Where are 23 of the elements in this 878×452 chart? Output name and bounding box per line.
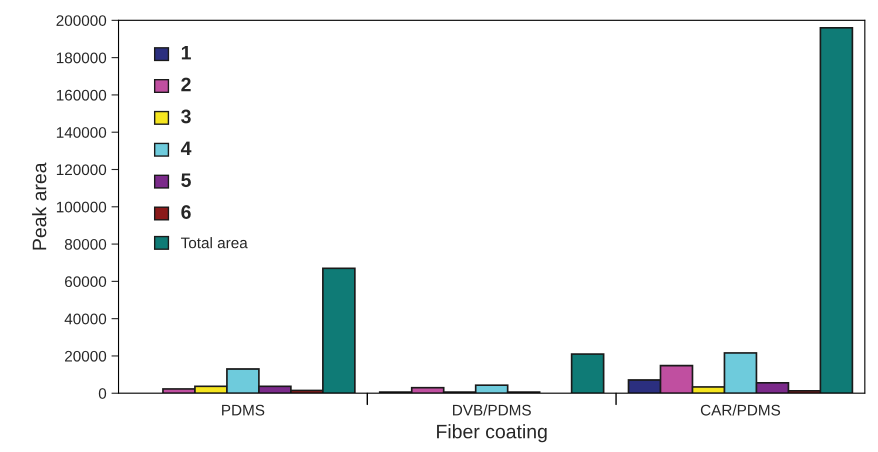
- y-tick-label: 20000: [65, 350, 106, 362]
- x-tick-label: CAR/PDMS: [700, 404, 780, 416]
- legend-label: 3: [181, 110, 191, 124]
- y-tick-label: 80000: [64, 238, 106, 250]
- y-tick-label: 180000: [56, 52, 106, 64]
- y-tick-label: 100000: [56, 202, 106, 212]
- y-tick-label: 140000: [56, 127, 106, 138]
- y-tick-label: 60000: [65, 276, 106, 288]
- y-axis-title: Peak area: [32, 162, 46, 250]
- y-tick-label: 160000: [56, 90, 106, 101]
- x-tick-label: DVB/PDMS: [453, 404, 531, 416]
- legend-label: 6: [181, 205, 191, 219]
- y-tick-label: 40000: [64, 314, 106, 324]
- legend-label: 5: [181, 173, 191, 188]
- legend-label: Total area: [180, 237, 248, 248]
- legend-label: 1: [182, 46, 191, 60]
- y-tick-label: 0: [98, 388, 106, 399]
- y-tick-label: 120000: [56, 164, 106, 176]
- legend-label: 4: [180, 142, 192, 155]
- x-axis-title: Fiber coating: [437, 424, 547, 442]
- legend-label: 2: [181, 78, 191, 92]
- y-tick-label: 200000: [56, 15, 106, 26]
- x-tick-label: PDMS: [222, 404, 264, 416]
